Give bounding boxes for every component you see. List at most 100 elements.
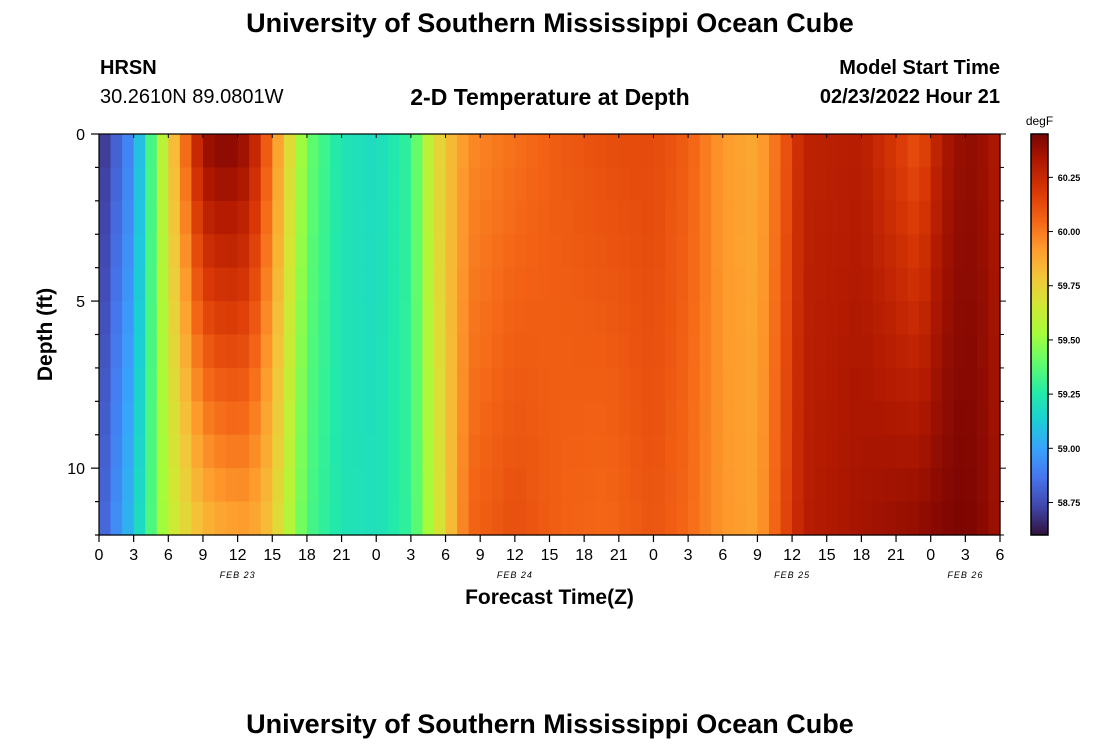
heatmap-cell bbox=[376, 367, 389, 402]
heatmap-cell bbox=[503, 434, 516, 469]
heatmap-cell bbox=[988, 267, 1001, 302]
heatmap-cell bbox=[826, 267, 839, 302]
heatmap-cell bbox=[676, 200, 689, 235]
heatmap-cell bbox=[468, 468, 481, 503]
heatmap-cell bbox=[433, 434, 447, 469]
heatmap-cell bbox=[295, 200, 308, 235]
heatmap-cell bbox=[99, 167, 112, 202]
heatmap-cell bbox=[792, 234, 805, 269]
heatmap-cell bbox=[618, 267, 631, 302]
heatmap-cell bbox=[214, 134, 227, 169]
heatmap-cell bbox=[526, 367, 539, 402]
heatmap-cell bbox=[630, 134, 643, 169]
heatmap-cell bbox=[919, 134, 932, 169]
heatmap-cell bbox=[722, 468, 735, 503]
heatmap-cell bbox=[122, 134, 135, 169]
heatmap-cell bbox=[572, 134, 585, 169]
heatmap-cell bbox=[445, 301, 458, 336]
heatmap-cell bbox=[260, 267, 273, 302]
y-axis: 0 5 10 bbox=[67, 127, 1006, 536]
heatmap-cell bbox=[376, 434, 389, 469]
y-tick-label: 5 bbox=[76, 294, 85, 311]
heatmap-cell bbox=[145, 301, 158, 336]
heatmap-cell bbox=[803, 134, 816, 169]
heatmap-cell bbox=[156, 367, 169, 402]
heatmap-cell bbox=[965, 301, 978, 336]
heatmap-cell bbox=[630, 167, 643, 202]
heatmap-cell bbox=[226, 134, 239, 169]
heatmap-cell bbox=[942, 501, 955, 536]
heatmap-cell bbox=[399, 468, 412, 503]
heatmap-cell bbox=[491, 334, 504, 369]
heatmap-cell bbox=[191, 401, 204, 436]
heatmap-cell bbox=[699, 134, 712, 169]
heatmap-cell bbox=[676, 501, 689, 536]
heatmap-cell bbox=[988, 468, 1001, 503]
heatmap-cell bbox=[433, 234, 447, 269]
heatmap-cell bbox=[445, 334, 458, 369]
heatmap-cell bbox=[410, 468, 424, 503]
heatmap-cell bbox=[410, 334, 424, 369]
heatmap-cell bbox=[815, 367, 828, 402]
x-tick-label: 18 bbox=[298, 547, 316, 564]
heatmap-cell bbox=[537, 234, 551, 269]
heatmap-cell bbox=[734, 134, 747, 169]
heatmap-cell bbox=[110, 434, 123, 469]
heatmap-cell bbox=[965, 334, 978, 369]
heatmap-cell bbox=[572, 167, 585, 202]
heatmap-cell bbox=[202, 267, 216, 302]
heatmap-cell bbox=[537, 134, 551, 169]
heatmap-cell bbox=[861, 334, 874, 369]
heatmap-cell bbox=[861, 200, 874, 235]
heatmap-cell bbox=[561, 434, 574, 469]
heatmap-cell bbox=[191, 234, 204, 269]
heatmap-cell bbox=[445, 434, 458, 469]
heatmap-cell bbox=[202, 334, 216, 369]
heatmap-cell bbox=[745, 501, 759, 536]
heatmap-cell bbox=[930, 367, 943, 402]
heatmap-cell bbox=[688, 167, 701, 202]
heatmap-cell bbox=[341, 267, 354, 302]
heatmap-cell bbox=[815, 334, 828, 369]
heatmap-cell bbox=[99, 434, 112, 469]
heatmap-cell bbox=[341, 401, 354, 436]
heatmap-cell bbox=[942, 367, 955, 402]
heatmap-cell bbox=[156, 501, 169, 536]
heatmap-cell bbox=[202, 468, 216, 503]
heatmap-cell bbox=[202, 434, 216, 469]
heatmap-cell bbox=[249, 334, 262, 369]
heatmap-cell bbox=[653, 367, 666, 402]
heatmap-cell bbox=[976, 367, 990, 402]
heatmap-cell bbox=[953, 134, 966, 169]
heatmap-cell bbox=[630, 367, 643, 402]
heatmap-cell bbox=[711, 301, 724, 336]
heatmap-cell bbox=[168, 468, 181, 503]
heatmap-cell bbox=[988, 334, 1001, 369]
heatmap-cell bbox=[480, 367, 493, 402]
heatmap-cell bbox=[341, 468, 354, 503]
heatmap-cell bbox=[341, 434, 354, 469]
heatmap-cell bbox=[561, 134, 574, 169]
heatmap-cell bbox=[364, 267, 377, 302]
colorbar-scale bbox=[1030, 133, 1049, 536]
heatmap-cell bbox=[480, 234, 493, 269]
heatmap-cell bbox=[387, 367, 400, 402]
heatmap-cell bbox=[387, 434, 400, 469]
heatmap-cell bbox=[491, 134, 504, 169]
heatmap-cell bbox=[595, 367, 608, 402]
heatmap-cell bbox=[641, 434, 655, 469]
heatmap-cell bbox=[179, 167, 193, 202]
heatmap-cell bbox=[641, 401, 655, 436]
station-coordinates: 30.2610N 89.0801W bbox=[100, 86, 284, 108]
heatmap-cell bbox=[283, 134, 296, 169]
heatmap-cell bbox=[665, 367, 678, 402]
heatmap-cell bbox=[549, 367, 562, 402]
heatmap-cell bbox=[884, 267, 897, 302]
heatmap-cell bbox=[618, 434, 631, 469]
heatmap-cell bbox=[526, 468, 539, 503]
heatmap-cell bbox=[711, 267, 724, 302]
heatmap-cell bbox=[803, 367, 816, 402]
heatmap-cell bbox=[942, 200, 955, 235]
heatmap-cell bbox=[641, 167, 655, 202]
heatmap-cell bbox=[803, 167, 816, 202]
